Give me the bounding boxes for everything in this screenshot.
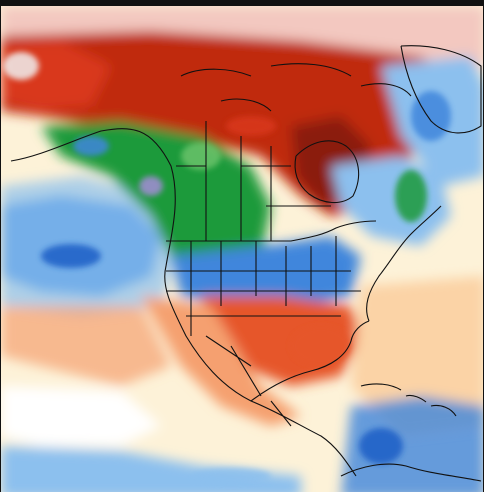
hudson-bay-coast (294, 140, 360, 204)
caribbean-islands (360, 383, 457, 417)
coastline-east (366, 205, 442, 322)
cool-south-america (341, 396, 483, 492)
neutral-band (1, 386, 161, 446)
us-canada-border (166, 220, 377, 242)
anomaly-map (1, 6, 483, 492)
coastline-west (10, 128, 357, 477)
province-lines (176, 121, 331, 241)
mild-warm-east-pacific (1, 306, 171, 386)
slight-warm-atlantic (351, 276, 483, 436)
south-america-coast (340, 463, 482, 482)
mexico-lines (205, 335, 292, 427)
cool-pacific-outer (1, 176, 176, 316)
coastline-gulf (250, 320, 370, 402)
state-lines (166, 236, 361, 336)
greenland-coast (400, 45, 482, 134)
political-borders (10, 45, 482, 482)
arctic-islands (180, 63, 412, 112)
